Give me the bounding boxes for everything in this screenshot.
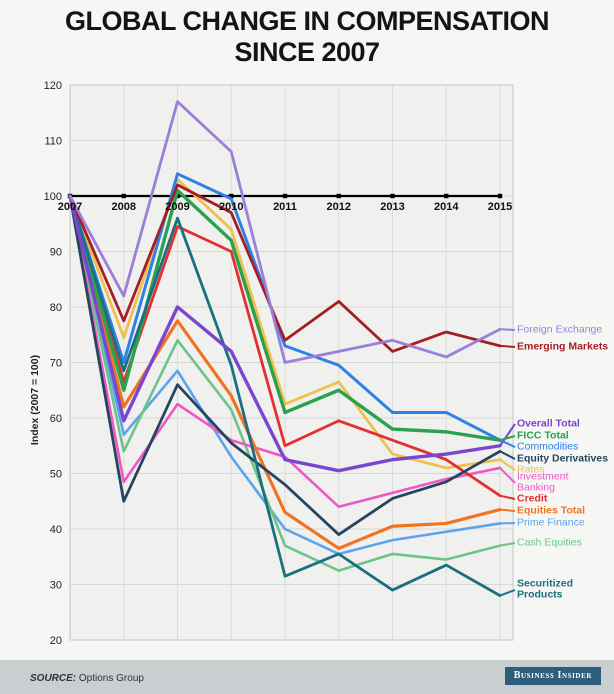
source-label: SOURCE:: [30, 673, 77, 684]
page-title-line1: GLOBAL CHANGE IN COMPENSATION: [64, 6, 550, 36]
series-label-emerging-markets: Emerging Markets: [517, 340, 609, 353]
label-leader-ficc-total: [499, 435, 516, 442]
y-axis-title: Index (2007 = 100): [29, 355, 41, 445]
baseline-marker: [121, 193, 126, 199]
label-leader-foreign-exchange: [499, 328, 516, 331]
baseline-marker: [336, 193, 341, 199]
series-label-equities-total: Equities Total: [517, 504, 586, 517]
source-text: SOURCE: Options Group: [30, 673, 144, 684]
x-tick-label: 2009: [165, 201, 189, 213]
label-leader-commodities: [499, 439, 516, 448]
series-label-commodities: Commodities: [517, 440, 579, 453]
business-insider-logo: Business Insider: [504, 667, 601, 685]
series-line-rates: [68, 177, 502, 470]
y-tick-label: 40: [50, 524, 62, 536]
series-label-investment-banking: Investment Banking: [517, 470, 569, 494]
y-tick-label: 100: [44, 191, 62, 203]
label-leader-investment-banking: [499, 467, 516, 484]
series-label-foreign-exchange: Foreign Exchange: [517, 323, 603, 336]
series-line-overall-total: [68, 194, 502, 473]
series-line-commodities: [68, 172, 502, 442]
series-label-overall-total: Overall Total: [517, 417, 580, 430]
series-label-cash-equities: Cash Equities: [517, 536, 582, 549]
page-title-line2: SINCE 2007: [234, 37, 380, 67]
plot-border: [69, 84, 514, 641]
y-tick-label: 120: [44, 80, 62, 92]
chart-area: 20 30 40 50 60 70 80 90 100 110 120 2007 2008 2009 201…: [29, 80, 516, 647]
baseline-marker: [444, 193, 449, 199]
series-label-credit: Credit: [517, 492, 548, 505]
x-tick-label: 2013: [380, 201, 404, 213]
label-leader-rates: [499, 458, 516, 471]
series-line-equities-total: [68, 194, 502, 551]
series-label-equity-derivatives: Equity Derivatives: [517, 452, 609, 465]
baseline-marker: [229, 193, 234, 199]
page-title: GLOBAL CHANGE IN COMPENSATION SINCE 2007: [0, 6, 614, 68]
y-tick-label: 90: [50, 247, 62, 259]
y-tick-label: 110: [44, 136, 62, 148]
y-tick-label: 50: [50, 469, 62, 481]
label-leader-equities-total: [499, 508, 516, 512]
label-leader-securitized-products: [499, 589, 516, 597]
baseline-marker: [282, 193, 288, 199]
x-tick-label: 2014: [434, 201, 459, 213]
x-tick-label: 2007: [58, 201, 82, 213]
series-line-securitized-products: [68, 194, 502, 597]
x-tick-label: 2008: [112, 201, 136, 213]
compensation-line-chart: 20 30 40 50 60 70 80 90 100 110 120 2007 2008 2009 201…: [29, 80, 516, 647]
y-tick-label: 60: [50, 413, 62, 425]
x-tick-label: 2015: [488, 201, 512, 213]
series-label-securitized-products: Securitized Products: [517, 577, 574, 601]
baseline-marker: [497, 193, 503, 199]
series-line-equity-derivatives: [68, 194, 502, 536]
label-leader-equity-derivatives: [499, 450, 516, 460]
y-tick-label: 20: [50, 635, 62, 647]
label-leader-cash-equities: [499, 542, 516, 547]
x-tick-label: 2012: [327, 201, 351, 213]
series-label-rates: Rates: [517, 463, 545, 476]
y-tick-label: 80: [50, 302, 62, 314]
y-tick-label: 70: [50, 358, 62, 370]
source-name: Options Group: [78, 673, 144, 684]
y-tick-label: 30: [50, 580, 62, 592]
x-tick-label: 2010: [219, 201, 243, 213]
series-label-prime-finance: Prime Finance: [517, 516, 585, 529]
series-label-ficc-total: FICC Total: [517, 429, 569, 442]
x-tick-label: 2011: [273, 201, 297, 213]
series-line-cash-equities: [68, 194, 502, 572]
label-leader-credit: [499, 494, 516, 500]
label-leader-emerging-markets: [499, 344, 516, 348]
series-line-emerging-markets: [68, 183, 502, 353]
series-line-foreign-exchange: [68, 100, 502, 364]
baseline-marker: [390, 193, 395, 199]
